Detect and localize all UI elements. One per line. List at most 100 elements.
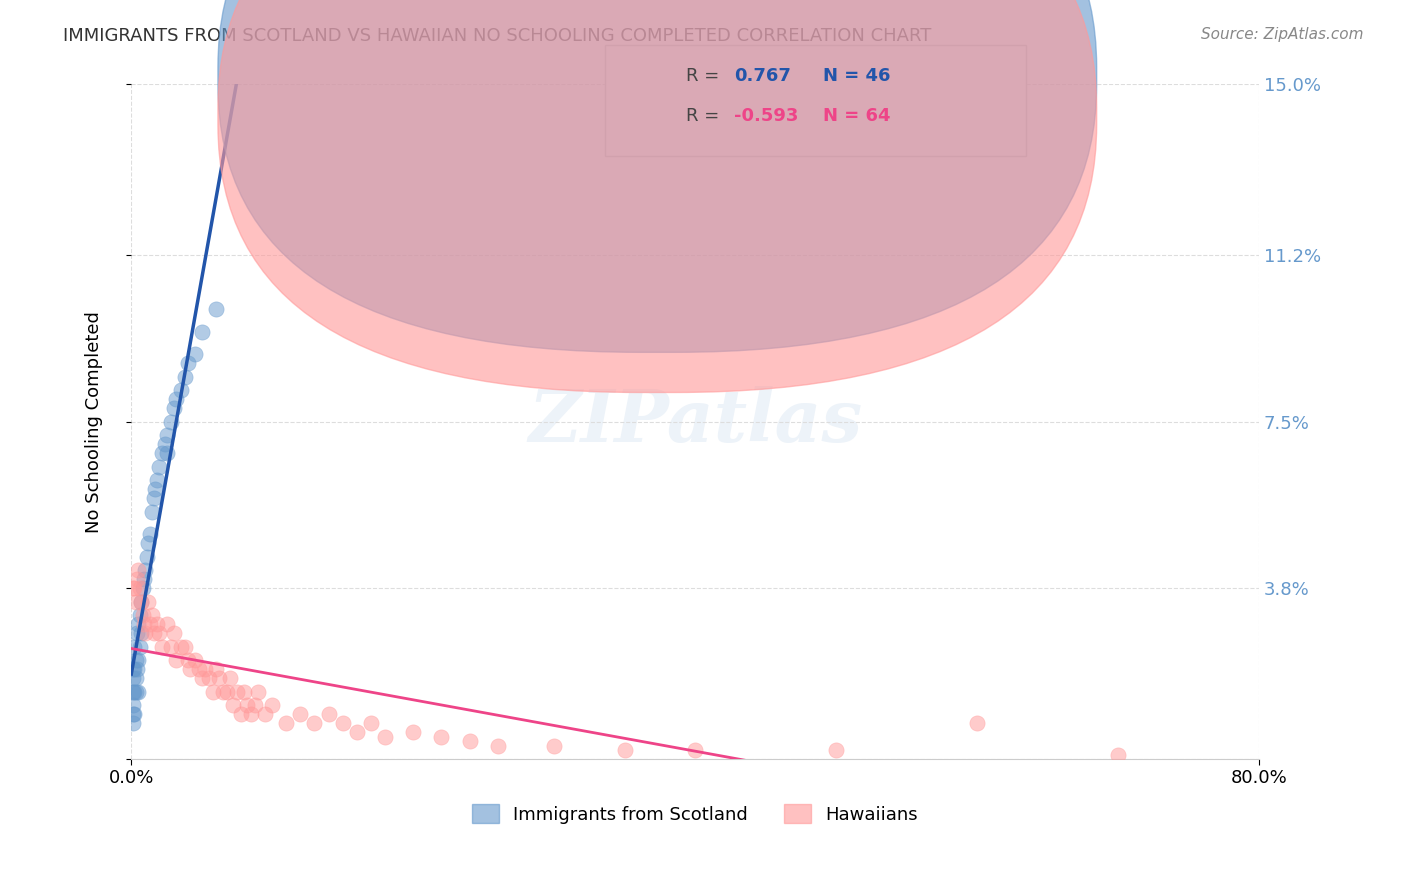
Text: 0.767: 0.767: [734, 67, 790, 85]
Point: [240, 706, 263, 721]
Point: [430, 730, 453, 744]
Point: [155, 617, 177, 632]
Point: [122, 662, 145, 676]
Point: [198, 671, 221, 685]
Point: [169, 640, 191, 654]
Point: [486, 739, 509, 753]
Point: [148, 459, 170, 474]
Point: [131, 608, 153, 623]
Point: [153, 437, 176, 451]
Point: [127, 617, 149, 632]
Point: [212, 684, 235, 698]
Point: [124, 653, 146, 667]
Point: [150, 640, 173, 654]
Point: [173, 640, 195, 654]
Point: [543, 739, 565, 753]
Point: [124, 684, 146, 698]
Point: [128, 581, 150, 595]
Point: [205, 302, 228, 317]
Point: [318, 706, 340, 721]
Point: [683, 743, 706, 757]
Point: [159, 415, 181, 429]
Point: [155, 428, 177, 442]
Point: [219, 671, 242, 685]
Point: [136, 536, 159, 550]
Text: -0.593: -0.593: [734, 107, 799, 125]
Point: [122, 581, 145, 595]
Point: [122, 684, 145, 698]
Point: [141, 608, 163, 623]
Point: [121, 716, 143, 731]
Point: [208, 671, 231, 685]
Y-axis label: No Schooling Completed: No Schooling Completed: [86, 310, 103, 533]
Point: [176, 653, 198, 667]
Point: [135, 549, 157, 564]
Point: [226, 684, 249, 698]
Point: [134, 563, 156, 577]
Point: [458, 734, 481, 748]
Point: [162, 401, 184, 416]
Point: [346, 725, 368, 739]
Point: [121, 684, 143, 698]
Point: [145, 473, 167, 487]
Point: [127, 563, 149, 577]
Point: [132, 572, 155, 586]
Point: [129, 594, 152, 608]
Point: [121, 671, 143, 685]
Point: [127, 653, 149, 667]
Legend: Immigrants from Scotland, Hawaiians: Immigrants from Scotland, Hawaiians: [464, 797, 925, 831]
Point: [127, 684, 149, 698]
Point: [276, 716, 298, 731]
Point: [145, 617, 167, 632]
Point: [236, 698, 259, 712]
Point: [141, 505, 163, 519]
Point: [162, 626, 184, 640]
Point: [374, 730, 396, 744]
Point: [332, 716, 354, 731]
Point: [233, 684, 256, 698]
Point: [128, 608, 150, 623]
Point: [148, 626, 170, 640]
Text: ZIPatlas: ZIPatlas: [527, 386, 862, 458]
Point: [129, 626, 152, 640]
Point: [247, 684, 270, 698]
Point: [124, 594, 146, 608]
Text: N = 64: N = 64: [823, 107, 890, 125]
Point: [825, 743, 848, 757]
Point: [222, 698, 245, 712]
Point: [142, 626, 165, 640]
Point: [121, 698, 143, 712]
Point: [125, 572, 148, 586]
Point: [134, 626, 156, 640]
Point: [138, 617, 160, 632]
Text: R =: R =: [686, 107, 720, 125]
Point: [142, 491, 165, 505]
Point: [143, 482, 166, 496]
Point: [125, 662, 148, 676]
Point: [122, 640, 145, 654]
Point: [132, 617, 155, 632]
Point: [402, 725, 425, 739]
Point: [179, 662, 201, 676]
Point: [183, 347, 205, 361]
Point: [205, 662, 228, 676]
Point: [290, 706, 312, 721]
Point: [360, 716, 382, 731]
Point: [165, 392, 187, 407]
Point: [131, 581, 153, 595]
Point: [128, 640, 150, 654]
Point: [121, 662, 143, 676]
Point: [121, 581, 143, 595]
Point: [165, 653, 187, 667]
Point: [122, 706, 145, 721]
Point: [231, 706, 253, 721]
Text: Source: ZipAtlas.com: Source: ZipAtlas.com: [1201, 27, 1364, 42]
Point: [159, 640, 181, 654]
Point: [254, 706, 277, 721]
Point: [183, 653, 205, 667]
Point: [262, 698, 284, 712]
Point: [176, 356, 198, 370]
Point: [304, 716, 326, 731]
Point: [125, 626, 148, 640]
Point: [187, 662, 209, 676]
